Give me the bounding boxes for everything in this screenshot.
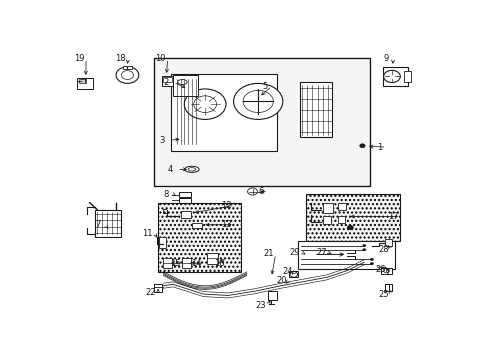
Circle shape bbox=[116, 67, 139, 84]
Text: 22: 22 bbox=[145, 288, 156, 297]
Bar bbox=[178, 198, 190, 203]
Polygon shape bbox=[180, 221, 203, 236]
Bar bbox=[154, 284, 161, 292]
Text: 20: 20 bbox=[276, 276, 286, 285]
Ellipse shape bbox=[184, 166, 199, 172]
Bar bbox=[79, 79, 86, 83]
Bar bbox=[178, 192, 190, 197]
Bar bbox=[154, 58, 369, 186]
Text: 10: 10 bbox=[155, 54, 165, 63]
Circle shape bbox=[362, 244, 366, 247]
Bar bbox=[154, 58, 369, 186]
Bar bbox=[171, 74, 277, 151]
Bar bbox=[403, 71, 410, 82]
Bar bbox=[163, 77, 171, 82]
Text: 19: 19 bbox=[74, 54, 84, 63]
Text: 3: 3 bbox=[159, 136, 164, 145]
Bar bbox=[267, 291, 277, 300]
Text: 15: 15 bbox=[170, 259, 181, 268]
Bar bbox=[322, 203, 332, 213]
Text: 21: 21 bbox=[263, 249, 273, 258]
Bar bbox=[305, 194, 400, 242]
Bar bbox=[322, 216, 330, 224]
Circle shape bbox=[383, 70, 400, 82]
Text: 26: 26 bbox=[374, 265, 385, 274]
Bar bbox=[305, 194, 400, 242]
Bar bbox=[385, 284, 391, 291]
Bar bbox=[158, 203, 241, 272]
Text: 23: 23 bbox=[255, 301, 265, 310]
Text: 17: 17 bbox=[387, 212, 398, 221]
Text: 13: 13 bbox=[221, 220, 232, 229]
Circle shape bbox=[369, 262, 373, 265]
Text: 9: 9 bbox=[383, 54, 388, 63]
Text: 25: 25 bbox=[378, 289, 388, 298]
Text: 28: 28 bbox=[378, 245, 388, 254]
Bar bbox=[182, 258, 190, 268]
Bar bbox=[337, 216, 344, 222]
Text: 8: 8 bbox=[163, 190, 168, 199]
Text: 27: 27 bbox=[316, 248, 326, 257]
Bar bbox=[180, 211, 191, 217]
Bar bbox=[95, 210, 121, 237]
Text: 4: 4 bbox=[167, 165, 172, 174]
Text: 12: 12 bbox=[221, 201, 231, 210]
Circle shape bbox=[233, 84, 282, 120]
Bar bbox=[288, 271, 297, 278]
Text: 24: 24 bbox=[282, 267, 292, 276]
Circle shape bbox=[359, 144, 365, 148]
Text: 1: 1 bbox=[376, 143, 381, 152]
Text: 2: 2 bbox=[163, 77, 168, 86]
Bar bbox=[299, 82, 331, 138]
Bar bbox=[381, 268, 391, 274]
Text: 6: 6 bbox=[258, 187, 263, 196]
Text: 7: 7 bbox=[95, 220, 101, 229]
Circle shape bbox=[184, 89, 225, 120]
Bar bbox=[158, 203, 241, 272]
Text: 29: 29 bbox=[289, 248, 300, 257]
Circle shape bbox=[247, 188, 257, 195]
Bar bbox=[337, 203, 346, 210]
Bar bbox=[77, 78, 93, 90]
Text: 14: 14 bbox=[191, 259, 201, 268]
Circle shape bbox=[362, 248, 366, 251]
Bar bbox=[173, 75, 197, 96]
Text: 16: 16 bbox=[213, 259, 224, 268]
Text: 18: 18 bbox=[115, 54, 126, 63]
Bar bbox=[163, 258, 171, 268]
Text: 5: 5 bbox=[262, 82, 267, 91]
Bar bbox=[159, 237, 165, 248]
Text: 11: 11 bbox=[142, 229, 152, 238]
Circle shape bbox=[369, 258, 373, 261]
Circle shape bbox=[346, 225, 353, 230]
Bar bbox=[191, 223, 202, 228]
Bar bbox=[162, 76, 173, 86]
Bar bbox=[383, 67, 407, 86]
Bar bbox=[297, 242, 394, 269]
Bar bbox=[122, 66, 132, 69]
Bar bbox=[385, 239, 391, 246]
Bar bbox=[206, 253, 217, 264]
